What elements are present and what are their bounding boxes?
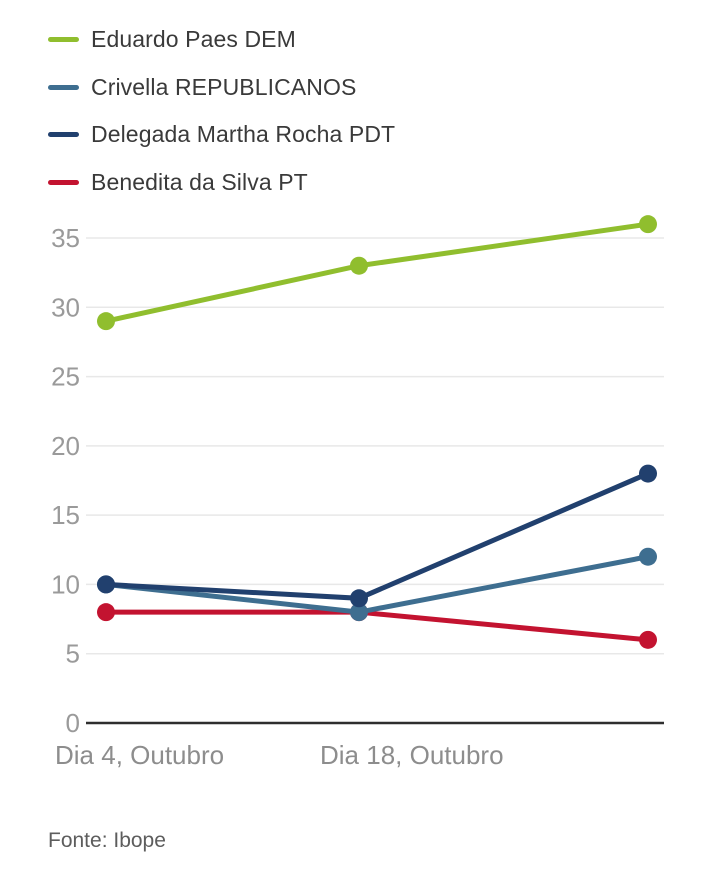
series-line xyxy=(103,609,651,643)
legend-swatch-icon xyxy=(48,179,79,185)
y-tick-label: 0 xyxy=(66,708,80,738)
legend-swatch-icon xyxy=(48,132,79,138)
legend-label-paes: Eduardo Paes DEM xyxy=(91,26,296,53)
source-label: Fonte: Ibope xyxy=(48,829,166,852)
y-tick-label: 30 xyxy=(51,292,80,322)
legend: Eduardo Paes DEM Crivella REPUBLICANOS D… xyxy=(48,16,395,206)
data-point xyxy=(639,630,657,649)
data-point xyxy=(639,464,657,483)
y-tick-label: 20 xyxy=(51,431,80,461)
y-tick-label: 35 xyxy=(51,223,80,253)
legend-swatch-icon xyxy=(48,37,79,43)
data-point xyxy=(97,575,115,594)
y-tick-label: 5 xyxy=(66,639,80,669)
legend-item-benedita: Benedita da Silva PT xyxy=(48,159,395,207)
data-point xyxy=(97,603,115,622)
x-tick-label: Dia 4, Outubro xyxy=(55,740,224,770)
legend-item-martha-rocha: Delegada Martha Rocha PDT xyxy=(48,111,395,159)
legend-item-crivella: Crivella REPUBLICANOS xyxy=(48,64,395,112)
y-tick-label: 25 xyxy=(51,362,80,392)
data-point xyxy=(350,603,368,622)
data-point xyxy=(639,215,657,234)
legend-label-crivella: Crivella REPUBLICANOS xyxy=(91,73,357,100)
data-point xyxy=(639,547,657,566)
y-tick-label: 15 xyxy=(51,500,80,530)
data-point xyxy=(350,589,368,608)
data-point xyxy=(350,256,368,275)
data-point xyxy=(97,312,115,331)
x-tick-label: Dia 18, Outubro xyxy=(320,740,504,770)
legend-swatch-icon xyxy=(48,84,79,90)
legend-label-martha-rocha: Delegada Martha Rocha PDT xyxy=(91,121,396,148)
legend-item-paes: Eduardo Paes DEM xyxy=(48,16,395,64)
y-tick-label: 10 xyxy=(51,569,80,599)
series-line xyxy=(103,471,651,601)
legend-label-benedita: Benedita da Silva PT xyxy=(91,168,308,195)
